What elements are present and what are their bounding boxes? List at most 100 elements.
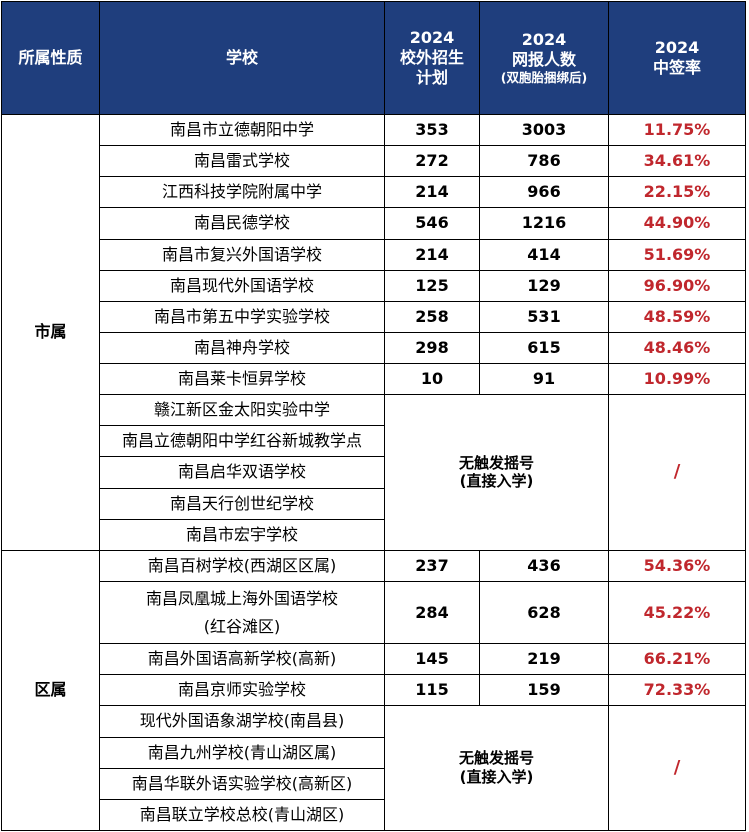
- header-rate-year: 2024: [654, 38, 700, 57]
- school-name: 南昌联立学校总校(青山湖区): [99, 798, 385, 832]
- no-lottery-rate: /: [608, 705, 746, 831]
- header-plan-year: 2024: [409, 28, 455, 47]
- school-name: 南昌百树学校(西湖区区属): [99, 549, 385, 582]
- plan-count: 115: [384, 674, 480, 707]
- applicant-count: 3003: [479, 113, 609, 147]
- header-applicants-line1: 网报人数: [511, 50, 576, 70]
- header-rate: 2024 中签率: [608, 1, 746, 115]
- school-name: 江西科技学院附属中学: [99, 176, 385, 209]
- table-row: 南昌市第五中学实验学校 258 531 48.59%: [2, 300, 746, 333]
- applicant-count: 129: [479, 269, 609, 302]
- table-row: 南昌市复兴外国语学校 214 414 51.69%: [2, 238, 746, 271]
- table-row: 南昌外国语高新学校(高新) 145 219 66.21%: [2, 643, 746, 676]
- header-applicants: 2024 网报人数 (双胞胎捆绑后): [479, 1, 609, 115]
- category-municipal: 市属: [1, 114, 100, 551]
- table-row: 南昌现代外国语学校 125 129 96.90%: [2, 269, 746, 302]
- no-lottery-line2: (直接入学): [459, 768, 534, 787]
- school-name: 南昌九州学校(青山湖区属): [99, 736, 385, 769]
- no-lottery-line1: 无触发摇号: [458, 749, 534, 768]
- plan-count: 145: [384, 643, 480, 676]
- applicant-count: 159: [479, 674, 609, 707]
- plan-count: 125: [384, 269, 480, 302]
- header-plan: 2024 校外招生 计划: [384, 1, 480, 115]
- applicant-count: 436: [479, 549, 609, 582]
- header-plan-line1: 校外招生: [399, 48, 464, 67]
- lottery-rate: 45.22%: [608, 580, 746, 645]
- lottery-rate: 11.75%: [608, 113, 746, 147]
- applicant-count: 531: [479, 300, 609, 333]
- applicant-count: 966: [479, 176, 609, 209]
- school-name: 南昌立德朝阳中学红谷新城教学点: [99, 425, 385, 458]
- table-row: 南昌雷式学校 272 786 34.61%: [2, 145, 746, 178]
- school-name: 南昌启华双语学校: [99, 456, 385, 489]
- lottery-rate: 34.61%: [608, 145, 746, 178]
- plan-count: 237: [384, 549, 480, 582]
- plan-count: 284: [384, 580, 480, 645]
- applicant-count: 414: [479, 238, 609, 271]
- header-plan-line2: 计划: [415, 68, 448, 87]
- table-row: 南昌莱卡恒昇学校 10 91 10.99%: [2, 362, 746, 396]
- school-name: 南昌京师实验学校: [99, 674, 385, 707]
- school-name: 南昌市第五中学实验学校: [99, 300, 385, 333]
- school-name: 现代外国语象湖学校(南昌县): [99, 705, 385, 738]
- lottery-rate: 48.59%: [608, 300, 746, 333]
- category-district: 区属: [1, 549, 100, 832]
- school-name: 南昌外国语高新学校(高新): [99, 643, 385, 676]
- plan-count: 353: [384, 113, 480, 147]
- table-row: 南昌神舟学校 298 615 48.46%: [2, 331, 746, 365]
- school-name: 南昌民德学校: [99, 207, 385, 240]
- no-lottery-note: 无触发摇号 (直接入学): [384, 394, 609, 551]
- table-row: 南昌市宏宇学校: [2, 518, 746, 551]
- lottery-rate: 51.69%: [608, 238, 746, 271]
- header-applicants-line2: (双胞胎捆绑后): [500, 70, 588, 86]
- table-row: 南昌立德朝阳中学红谷新城教学点: [2, 425, 746, 458]
- header-rate-line1: 中签率: [652, 58, 701, 77]
- table-row: 南昌九州学校(青山湖区属): [2, 736, 746, 769]
- school-name: 南昌华联外语实验学校(高新区): [99, 767, 385, 800]
- table-row: 市属 南昌市立德朝阳中学 353 3003 11.75%: [1, 113, 746, 551]
- table-row: 江西科技学院附属中学 214 966 22.15%: [2, 176, 746, 209]
- table-row: 赣江新区金太阳实验中学 无触发摇号 (直接入学) /: [2, 394, 746, 551]
- no-lottery-line1: 无触发摇号: [458, 453, 534, 472]
- table-row: 区属 南昌百树学校(西湖区区属) 237 436 54.36%: [1, 549, 746, 832]
- lottery-rate: 10.99%: [608, 362, 746, 396]
- applicant-count: 615: [479, 331, 609, 365]
- plan-count: 214: [384, 176, 480, 209]
- lottery-rate: 72.33%: [608, 674, 746, 707]
- school-name-line2: (红谷滩区): [203, 616, 281, 636]
- table-row: 南昌凤凰城上海外国语学校 (红谷滩区) 284 628 45.22%: [2, 580, 746, 645]
- no-lottery-line2: (直接入学): [459, 472, 534, 491]
- header-school: 学校: [99, 1, 385, 115]
- table-row: 现代外国语象湖学校(南昌县) 无触发摇号 (直接入学) /: [2, 705, 746, 831]
- school-name: 南昌现代外国语学校: [99, 269, 385, 302]
- plan-count: 546: [384, 207, 480, 240]
- table-row: 南昌联立学校总校(青山湖区): [2, 798, 746, 832]
- lottery-rate: 48.46%: [608, 331, 746, 365]
- plan-count: 272: [384, 145, 480, 178]
- applicant-count: 1216: [479, 207, 609, 240]
- plan-count: 298: [384, 331, 480, 365]
- school-name: 南昌市宏宇学校: [99, 518, 385, 551]
- no-lottery-note: 无触发摇号 (直接入学): [384, 705, 609, 831]
- school-name: 南昌雷式学校: [99, 145, 385, 178]
- school-name: 南昌市立德朝阳中学: [99, 113, 385, 147]
- header-row: 所属性质 学校 2024 校外招生 计划 2024 网报人数 (双胞胎捆绑后) …: [1, 1, 746, 115]
- school-name: 南昌天行创世纪学校: [99, 487, 385, 520]
- no-lottery-rate: /: [608, 394, 746, 551]
- applicant-count: 786: [479, 145, 609, 178]
- header-applicants-year: 2024: [521, 30, 567, 50]
- applicant-count: 91: [479, 362, 609, 396]
- school-name: 南昌市复兴外国语学校: [99, 238, 385, 271]
- school-name-line1: 南昌凤凰城上海外国语学校: [145, 588, 338, 608]
- plan-count: 10: [384, 362, 480, 396]
- header-category: 所属性质: [1, 1, 100, 115]
- lottery-rate: 54.36%: [608, 549, 746, 582]
- table-row: 南昌京师实验学校 115 159 72.33%: [2, 674, 746, 707]
- lottery-rate: 22.15%: [608, 176, 746, 209]
- applicant-count: 219: [479, 643, 609, 676]
- school-name: 赣江新区金太阳实验中学: [99, 394, 385, 427]
- table-row: 南昌启华双语学校: [2, 456, 746, 489]
- table-row: 南昌民德学校 546 1216 44.90%: [2, 207, 746, 240]
- lottery-rate: 44.90%: [608, 207, 746, 240]
- plan-count: 214: [384, 238, 480, 271]
